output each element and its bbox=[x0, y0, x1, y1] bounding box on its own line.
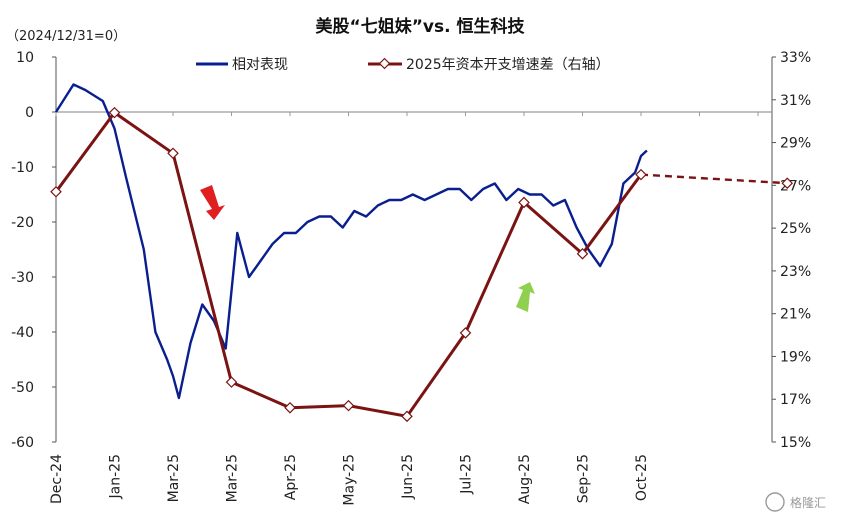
right-tick-label: 17% bbox=[780, 392, 811, 408]
series-capex-point bbox=[459, 327, 472, 339]
right-tick-label: 31% bbox=[780, 93, 811, 109]
series-layer bbox=[50, 83, 794, 423]
axes: 100-10-20-30-40-50-6033%31%29%27%25%23%2… bbox=[11, 50, 811, 506]
legend: 相对表现 2025年资本开支增速差（右轴） bbox=[196, 57, 610, 73]
series-capex-point bbox=[401, 410, 413, 423]
left-tick-label: 0 bbox=[25, 105, 34, 121]
left-tick-label: -40 bbox=[11, 325, 34, 341]
legend-marker-capex bbox=[378, 57, 391, 70]
right-tick-label: 25% bbox=[780, 221, 811, 237]
series-relative-line bbox=[54, 83, 648, 400]
series-capex-point bbox=[225, 376, 238, 388]
x-tick-label: May-25 bbox=[342, 454, 358, 506]
series-capex-point bbox=[576, 247, 589, 260]
x-tick-label: Oct-25 bbox=[634, 454, 650, 501]
x-tick-label: Jan-25 bbox=[108, 454, 124, 499]
watermark-text: 格隆汇 bbox=[790, 495, 826, 510]
series-capex-point bbox=[781, 177, 794, 189]
series-capex-point bbox=[518, 196, 530, 209]
x-tick-label: Apr-25 bbox=[283, 454, 299, 500]
x-tick-label: Jun-25 bbox=[400, 454, 416, 500]
series-capex-forecast-line bbox=[640, 173, 788, 185]
x-tick-label: Jul-25 bbox=[459, 454, 475, 495]
series-capex-point bbox=[284, 401, 296, 414]
x-tick-label: Mar-25 bbox=[166, 454, 182, 502]
right-tick-label: 21% bbox=[780, 307, 811, 323]
watermark-logo-icon bbox=[765, 492, 785, 512]
legend-label-capex: 2025年资本开支增速差（右轴） bbox=[406, 57, 610, 73]
left-tick-label: -20 bbox=[11, 215, 34, 231]
left-tick-label: -10 bbox=[11, 160, 34, 176]
right-tick-label: 29% bbox=[780, 136, 811, 152]
right-tick-label: 33% bbox=[780, 50, 811, 66]
annotation-down-arrow bbox=[200, 185, 225, 220]
series-capex-point bbox=[50, 185, 62, 198]
x-tick-label: Dec-24 bbox=[49, 454, 65, 504]
annotation-up-arrow bbox=[516, 282, 535, 312]
series-capex-point bbox=[167, 147, 179, 160]
series-capex-point bbox=[342, 399, 355, 412]
watermark: 格隆汇 bbox=[765, 492, 826, 512]
chart-subtitle: （2024/12/31=0） bbox=[6, 29, 126, 44]
left-tick-label: -60 bbox=[11, 435, 34, 451]
right-tick-label: 23% bbox=[780, 264, 811, 280]
series-capex-point bbox=[108, 106, 121, 119]
legend-label-relative: 相对表现 bbox=[232, 57, 288, 73]
left-tick-label: -50 bbox=[11, 380, 34, 396]
x-tick-label: Mar-25 bbox=[225, 454, 241, 502]
left-tick-label: 10 bbox=[16, 50, 34, 66]
x-tick-label: Sep-25 bbox=[576, 454, 592, 503]
series-capex-point bbox=[635, 168, 647, 181]
series-capex-line bbox=[54, 111, 643, 418]
left-tick-label: -30 bbox=[11, 270, 34, 286]
x-tick-label: Aug-25 bbox=[517, 454, 533, 504]
chart-title: 美股“七姐妹”vs. 恒生科技 bbox=[316, 16, 526, 37]
right-tick-label: 15% bbox=[780, 435, 811, 451]
right-tick-label: 19% bbox=[780, 349, 811, 365]
